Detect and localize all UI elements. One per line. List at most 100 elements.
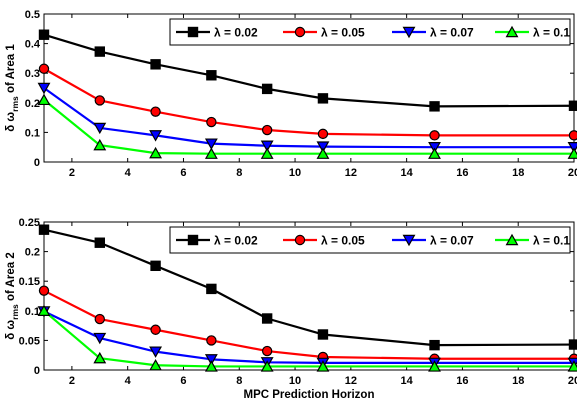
data-point [37, 93, 51, 106]
y-tick-label: 0.2 [25, 247, 40, 259]
data-point [260, 147, 274, 159]
data-point [206, 116, 217, 128]
x-tick-label: 20 [568, 167, 577, 179]
y-tick-label: 0 [34, 365, 40, 377]
data-point [150, 324, 161, 335]
data-point [260, 360, 274, 372]
legend-label: λ = 0.02 [214, 26, 258, 40]
y-tick-label: 0.25 [19, 217, 40, 229]
data-point [316, 141, 330, 153]
data-point [38, 29, 50, 40]
x-tick-label: 16 [456, 375, 468, 387]
x-tick-label: 6 [180, 375, 186, 387]
legend: λ = 0.02 λ = 0.05 λ = 0.07 λ = 0.1 [169, 18, 571, 46]
data-point [38, 285, 50, 296]
data-point [93, 351, 107, 364]
data-point [37, 82, 51, 95]
data-point [94, 95, 105, 106]
series-4 [37, 304, 577, 372]
data-point [429, 339, 440, 351]
data-point [206, 283, 217, 295]
data-point [260, 140, 274, 152]
data-point [428, 142, 441, 154]
legend-marker [187, 26, 199, 38]
data-point [37, 304, 51, 316]
x-tick-label: 14 [401, 375, 414, 387]
x-tick-label: 6 [180, 167, 186, 179]
data-point [204, 138, 218, 150]
legend-item: λ = 0.05 [283, 234, 365, 248]
data-point [94, 46, 105, 57]
chart-panel-2: 2 4 6 8 10 12 14 16 18 20 0 0.05 0.1 0.15 0.2 0.25 δ ωrm… [5, 217, 577, 401]
data-point [316, 147, 330, 159]
legend-marker [402, 26, 416, 39]
series-line [43, 228, 575, 347]
series-2 [38, 285, 577, 364]
x-tick-label: 16 [456, 167, 468, 179]
legend-item: λ = 0.07 [392, 234, 474, 248]
x-tick-label: 4 [125, 375, 132, 387]
legend-label: λ = 0.05 [321, 26, 365, 40]
legend-marker [187, 234, 199, 246]
series-3 [37, 306, 577, 370]
data-point [93, 138, 107, 151]
x-tick-label: 10 [289, 375, 301, 387]
series-line [43, 33, 575, 108]
data-point [94, 313, 105, 325]
legend-marker [505, 233, 519, 246]
data-point [206, 335, 217, 346]
x-tick-label: 4 [125, 167, 132, 179]
x-tick-label: 2 [69, 375, 75, 387]
x-tick-label: 18 [512, 167, 524, 179]
data-point [317, 329, 329, 340]
data-point [428, 147, 441, 159]
data-point [428, 360, 441, 372]
data-point [149, 146, 163, 159]
data-point [206, 70, 217, 81]
data-point [204, 354, 218, 366]
series-2 [38, 63, 577, 141]
series-1 [38, 224, 577, 351]
series-line [43, 309, 574, 368]
legend-item: λ = 0.1 [495, 26, 570, 40]
x-axis-label: MPC Prediction Horizon [244, 389, 375, 401]
legend-item: λ = 0.07 [392, 26, 474, 40]
legend-marker [505, 25, 519, 38]
legend-label: λ = 0.1 [533, 26, 570, 40]
data-point [150, 260, 161, 272]
x-tick-label: 10 [289, 167, 301, 179]
data-point [149, 130, 163, 142]
data-point [150, 59, 161, 70]
data-point [93, 122, 107, 135]
data-point [94, 237, 105, 248]
data-point [316, 360, 330, 372]
y-tick-label: 0.3 [25, 68, 40, 80]
data-point [317, 128, 329, 140]
y-tick-label: 0.05 [19, 335, 40, 347]
y-tick-label: 0.1 [25, 306, 40, 318]
data-point [261, 313, 273, 324]
legend-label: λ = 0.07 [430, 26, 474, 40]
data-point [261, 124, 273, 136]
x-tick-label: 20 [568, 375, 577, 387]
x-tick-label: 12 [345, 167, 357, 179]
legend-marker [402, 234, 416, 247]
legend-item: λ = 0.02 [176, 26, 258, 40]
y-axis-label: δ ωrms of Area 1 [5, 44, 20, 132]
legend-item: λ = 0.05 [283, 26, 365, 40]
x-tick-label: 8 [236, 167, 242, 179]
data-point [150, 106, 161, 117]
data-point [568, 130, 577, 141]
data-point [261, 345, 273, 357]
legend-label: λ = 0.07 [430, 234, 474, 248]
series-line [43, 87, 574, 149]
x-tick-label: 2 [69, 167, 75, 179]
data-point [429, 101, 440, 112]
data-point [204, 147, 218, 159]
series-line [43, 289, 574, 360]
data-point [429, 130, 440, 141]
legend-label: λ = 0.1 [533, 234, 570, 248]
y-tick-label: 0.1 [25, 127, 40, 139]
legend-item: λ = 0.02 [176, 234, 258, 248]
series-3 [37, 82, 577, 154]
